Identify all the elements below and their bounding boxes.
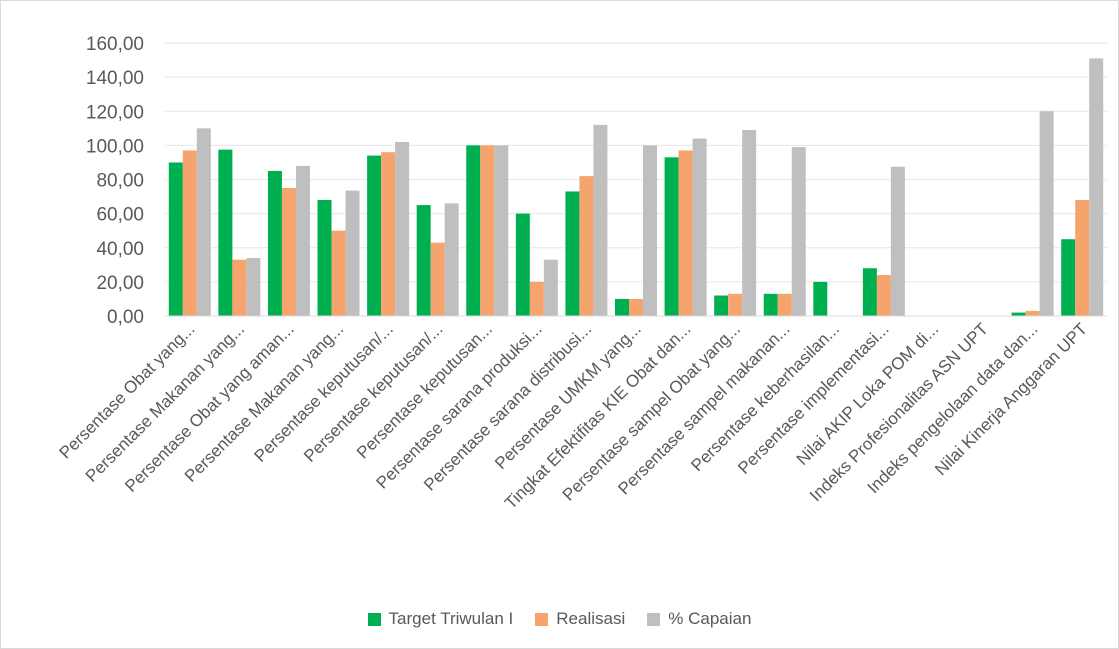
legend-swatch-capaian bbox=[647, 612, 661, 626]
x-category-label: Indeks Profesionalitas ASN UPT bbox=[806, 319, 992, 505]
bar-target bbox=[1061, 239, 1076, 316]
bar-capaian bbox=[791, 147, 806, 316]
bar-realisasi bbox=[430, 242, 445, 316]
legend-label-target: Target Triwulan I bbox=[388, 609, 514, 628]
bar-target bbox=[218, 149, 233, 316]
bar-target bbox=[565, 191, 580, 316]
bar-realisasi bbox=[1075, 199, 1090, 316]
bar-realisasi bbox=[1025, 310, 1040, 316]
bar-realisasi bbox=[480, 145, 495, 316]
bar-target bbox=[267, 170, 282, 316]
bar-capaian bbox=[196, 128, 211, 316]
legend-item-realisasi: Realisasi bbox=[535, 609, 625, 629]
bar-realisasi bbox=[281, 188, 296, 316]
bar-capaian bbox=[295, 165, 310, 316]
bar-realisasi bbox=[232, 259, 247, 316]
y-tick-label: 60,00 bbox=[96, 205, 144, 226]
bar-capaian bbox=[246, 257, 261, 316]
bar-target bbox=[168, 162, 183, 316]
legend-item-capaian: % Capaian bbox=[647, 609, 751, 629]
bar-target bbox=[317, 199, 332, 316]
legend-label-realisasi: Realisasi bbox=[556, 609, 626, 628]
bar-capaian bbox=[1039, 111, 1054, 316]
bar-capaian bbox=[444, 203, 459, 316]
bar-target bbox=[664, 157, 679, 316]
bar-realisasi bbox=[529, 281, 544, 316]
bar-realisasi bbox=[678, 150, 693, 316]
y-tick-label: 80,00 bbox=[96, 171, 144, 192]
bar-target bbox=[1011, 312, 1026, 316]
legend-swatch-realisasi bbox=[535, 612, 549, 626]
bar-capaian bbox=[543, 259, 558, 316]
bar-target bbox=[714, 295, 729, 316]
bar-capaian bbox=[345, 190, 360, 316]
y-tick-label: 160,00 bbox=[86, 34, 144, 55]
y-axis-ticks: 0,00 20,00 40,00 60,00 80,00 100,00 120,00 140,… bbox=[86, 34, 144, 328]
bar-target bbox=[813, 281, 828, 316]
legend-label-capaian: % Capaian bbox=[668, 609, 752, 628]
bar-realisasi bbox=[629, 298, 643, 316]
bar-capaian bbox=[643, 145, 657, 316]
y-tick-label: 120,00 bbox=[86, 102, 144, 123]
bar-target bbox=[416, 205, 431, 316]
bar-realisasi bbox=[876, 275, 891, 316]
bar-capaian bbox=[890, 166, 905, 316]
bar-capaian bbox=[742, 130, 757, 316]
bar-target bbox=[763, 293, 778, 316]
bar-realisasi bbox=[579, 176, 594, 316]
bar-realisasi bbox=[182, 150, 197, 316]
bar-realisasi bbox=[728, 293, 743, 316]
bar-capaian bbox=[692, 138, 707, 316]
bar-capaian bbox=[494, 145, 509, 316]
bar-capaian bbox=[593, 124, 608, 317]
legend-swatch-target bbox=[367, 612, 381, 626]
bar-target bbox=[466, 145, 481, 316]
bars bbox=[168, 58, 1104, 317]
y-tick-label: 40,00 bbox=[96, 239, 144, 260]
bar-target bbox=[367, 155, 382, 316]
bar-target bbox=[615, 298, 629, 316]
y-tick-label: 20,00 bbox=[96, 273, 144, 294]
x-category-label: Persentase sampel Obat yang... bbox=[559, 319, 744, 504]
y-tick-label: 140,00 bbox=[86, 68, 144, 89]
bar-capaian bbox=[1089, 58, 1104, 316]
bar-target bbox=[862, 268, 877, 316]
bar-target bbox=[515, 213, 530, 316]
bar-capaian bbox=[395, 141, 410, 316]
legend-item-target: Target Triwulan I bbox=[367, 609, 514, 629]
bar-realisasi bbox=[777, 293, 792, 316]
x-axis-category-labels: Persentase Obat yang...Persentase Makana… bbox=[56, 319, 1091, 512]
bar-realisasi bbox=[381, 152, 396, 316]
bar-realisasi bbox=[331, 230, 346, 316]
y-tick-label: 0,00 bbox=[107, 307, 144, 328]
legend: Target Triwulan I Realisasi % Capaian bbox=[0, 604, 1119, 634]
y-tick-label: 100,00 bbox=[86, 136, 144, 157]
